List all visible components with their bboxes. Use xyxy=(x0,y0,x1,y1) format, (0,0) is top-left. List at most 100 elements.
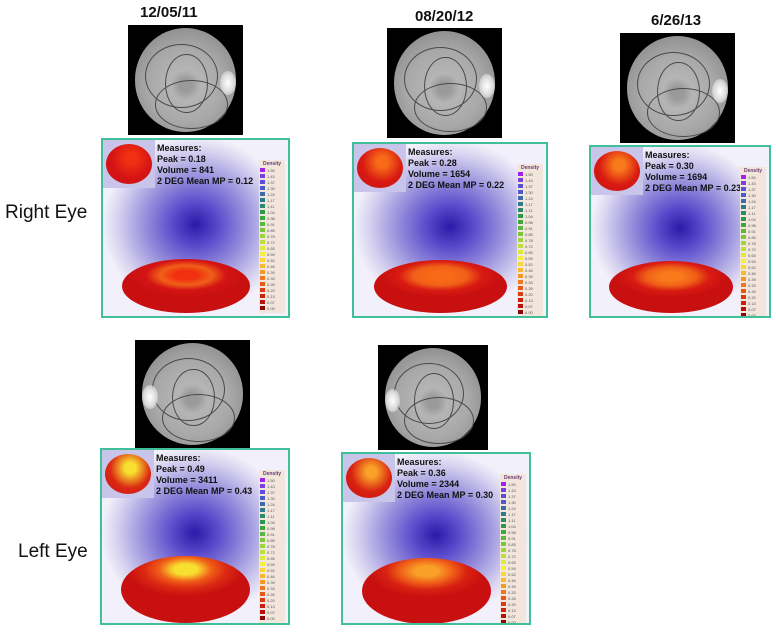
legend-entry: 1.50 xyxy=(260,167,284,173)
retina-image xyxy=(141,343,244,445)
legend-entry: 0.46 xyxy=(260,263,284,269)
legend-value: 1.50 xyxy=(267,477,275,483)
legend-swatch xyxy=(260,258,265,262)
legend-entry: 0.59 xyxy=(260,561,284,567)
legend-value: 0.20 xyxy=(267,597,275,603)
legend-swatch xyxy=(501,530,506,534)
legend-value: 0.33 xyxy=(267,585,275,591)
legend-entry: 0.91 xyxy=(260,221,284,227)
legend-value: 0.59 xyxy=(748,258,756,264)
legend-swatch xyxy=(741,241,746,245)
measures-text: Measures: Peak = 0.30 Volume = 1694 2 DEG M… xyxy=(645,150,741,194)
legend-swatch xyxy=(260,520,265,524)
legend-value: 0.33 xyxy=(267,275,275,281)
legend-value: 0.46 xyxy=(267,573,275,579)
legend-entry: 0.20 xyxy=(518,291,542,297)
legend-swatch xyxy=(501,614,506,618)
legend-entry: 0.78 xyxy=(260,233,284,239)
legend-value: 0.78 xyxy=(267,543,275,549)
legend-swatch xyxy=(260,556,265,560)
legend-value: 1.17 xyxy=(508,511,516,517)
legend-swatch xyxy=(260,186,265,190)
legend-entry: 1.11 xyxy=(260,203,284,209)
legend-entry: 1.17 xyxy=(260,507,284,513)
legend-entry: 0.98 xyxy=(501,529,525,535)
measure-mean-mp: 2 DEG Mean MP = 0.30 xyxy=(397,490,494,500)
legend-entry: 0.07 xyxy=(260,299,284,305)
legend-swatch xyxy=(741,205,746,209)
measures-text: Measures: Peak = 0.49 Volume = 3411 2 DEG M… xyxy=(156,453,252,497)
legend-entry: 1.30 xyxy=(741,192,765,198)
legend-value: 1.17 xyxy=(267,197,275,203)
measure-volume: Volume = 1654 xyxy=(408,169,471,179)
legend-value: 0.07 xyxy=(748,306,756,312)
legend-swatch xyxy=(260,526,265,530)
legend-value: 1.30 xyxy=(508,499,516,505)
measure-volume: Volume = 1694 xyxy=(645,172,708,182)
density-surface xyxy=(121,556,251,623)
legend-entry: 0.65 xyxy=(260,555,284,561)
legend-entry: 0.39 xyxy=(518,273,542,279)
legend-value: 0.65 xyxy=(267,555,275,561)
fundus-photo xyxy=(387,28,502,138)
legend-swatch xyxy=(501,596,506,600)
legend-swatch xyxy=(741,313,746,316)
legend-entry: 0.07 xyxy=(260,609,284,615)
legend-swatch xyxy=(260,574,265,578)
legend-value: 0.20 xyxy=(508,601,516,607)
legend-swatch xyxy=(260,192,265,196)
measure-peak: Peak = 0.28 xyxy=(408,158,457,168)
legend-swatch xyxy=(260,294,265,298)
legend-swatch xyxy=(518,280,523,284)
legend-swatch xyxy=(741,223,746,227)
legend-value: 0.13 xyxy=(748,300,756,306)
legend-value: 0.20 xyxy=(267,287,275,293)
legend-value: 0.39 xyxy=(267,579,275,585)
legend-value: 0.72 xyxy=(267,239,275,245)
optic-disc xyxy=(141,385,158,410)
blood-vessel xyxy=(424,57,467,116)
legend-value: 0.07 xyxy=(267,609,275,615)
legend-value: 0.65 xyxy=(525,249,533,255)
legend-value: 0.85 xyxy=(508,541,516,547)
legend-swatch xyxy=(260,562,265,566)
legend-value: 0.52 xyxy=(508,571,516,577)
legend-entry: 0.65 xyxy=(260,245,284,251)
legend-swatch xyxy=(501,488,506,492)
legend-swatch xyxy=(501,566,506,570)
legend-entry: 1.24 xyxy=(260,501,284,507)
legend-entry: 0.07 xyxy=(501,613,525,619)
legend-entry: 1.17 xyxy=(501,511,525,517)
legend-entry: 0.91 xyxy=(741,228,765,234)
legend-value: 0.00 xyxy=(267,615,275,621)
legend-entry: 0.91 xyxy=(260,531,284,537)
legend-entry: 0.85 xyxy=(741,234,765,240)
density-surface xyxy=(373,260,507,313)
legend-entry: 1.11 xyxy=(260,513,284,519)
legend-value: 1.11 xyxy=(748,210,756,216)
legend-swatch xyxy=(260,508,265,512)
legend-value: 0.07 xyxy=(267,299,275,305)
legend-swatch xyxy=(501,602,506,606)
legend-entry: 0.78 xyxy=(518,237,542,243)
legend-swatch xyxy=(501,554,506,558)
legend-entry: 0.46 xyxy=(518,267,542,273)
legend-entry: 0.00 xyxy=(518,309,542,315)
legend-entry: 0.07 xyxy=(518,303,542,309)
density-thumbnail-sphere xyxy=(357,148,403,188)
legend-value: 1.37 xyxy=(748,186,756,192)
legend-swatch xyxy=(741,175,746,179)
legend-entry: 0.59 xyxy=(260,251,284,257)
blood-vessel xyxy=(657,62,700,121)
legend-value: 0.39 xyxy=(508,583,516,589)
legend-entry: 0.00 xyxy=(501,619,525,623)
legend-swatch xyxy=(501,548,506,552)
legend-swatch xyxy=(501,560,506,564)
legend-value: 1.17 xyxy=(267,507,275,513)
legend-swatch xyxy=(518,232,523,236)
legend-swatch xyxy=(518,208,523,212)
legend-swatch xyxy=(501,482,506,486)
legend-value: 1.30 xyxy=(525,189,533,195)
legend-value: 0.65 xyxy=(508,559,516,565)
legend-entry: 1.30 xyxy=(260,495,284,501)
